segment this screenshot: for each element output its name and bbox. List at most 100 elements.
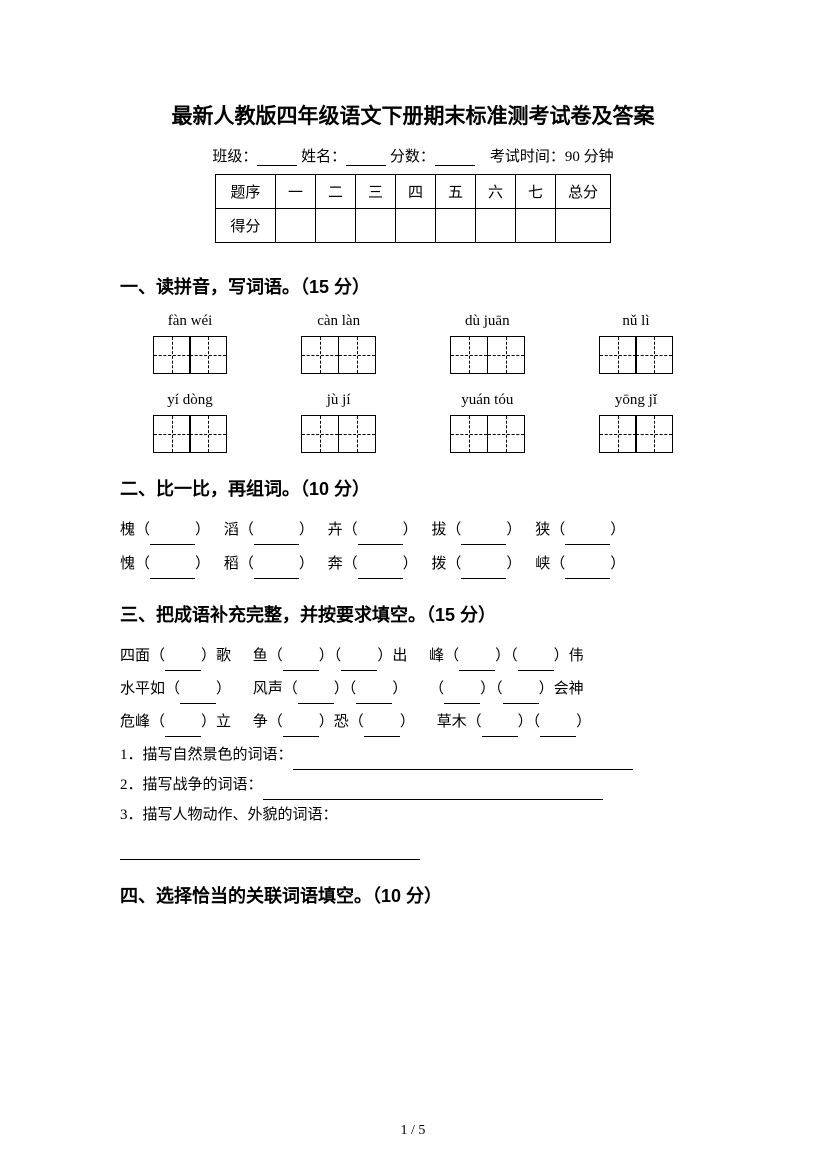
pinyin-label: yuán tóu (461, 392, 513, 409)
char: 拔 (431, 522, 446, 538)
char-box[interactable] (450, 415, 525, 453)
compare-row-1: 槐（） 滔（） 卉（） 拔（） 狭（） (120, 515, 706, 545)
pinyin-label: nǔ lì (622, 313, 649, 330)
fill-blank[interactable] (482, 722, 518, 737)
char: 滔 (224, 522, 239, 538)
score-cell[interactable] (395, 209, 435, 243)
question-label: 3．描写人物动作、外貌的词语： (120, 807, 338, 823)
text: 危峰（ (120, 714, 165, 730)
text: ）出 (377, 648, 407, 664)
char-box[interactable] (153, 336, 228, 374)
fill-blank[interactable] (180, 689, 216, 704)
fill-blank[interactable] (358, 530, 403, 545)
text: ）（ (518, 714, 541, 730)
text: ）歌 (201, 648, 231, 664)
col-cell: 二 (315, 175, 355, 209)
col-cell: 六 (476, 175, 516, 209)
idiom-line-1: 四面（）歌 鱼（）（）出 峰（）（）伟 (120, 641, 706, 671)
fill-blank[interactable] (254, 530, 299, 545)
char-box[interactable] (153, 415, 228, 453)
idiom-line-3: 危峰（）立 争（）恐（） 草木（）（） (120, 707, 706, 737)
page-title: 最新人教版四年级语文下册期末标准测考试卷及答案 (120, 100, 706, 130)
score-cell[interactable] (275, 209, 315, 243)
char: 拨 (431, 556, 446, 572)
char-box[interactable] (301, 336, 376, 374)
char: 愧 (120, 556, 135, 572)
fill-blank[interactable] (503, 689, 539, 704)
header-cell: 题序 (215, 175, 275, 209)
col-cell: 一 (275, 175, 315, 209)
pinyin-label: jù jí (327, 392, 351, 409)
score-cell[interactable] (476, 209, 516, 243)
section2-heading: 二、比一比，再组词。（10 分） (120, 475, 706, 501)
section1-heading: 一、读拼音，写词语。（15 分） (120, 273, 706, 299)
text: ）（ (319, 648, 342, 664)
fill-blank[interactable] (459, 656, 495, 671)
fill-blank[interactable] (150, 530, 195, 545)
name-blank[interactable] (346, 165, 386, 166)
pinyin-item: fàn wéi (130, 313, 250, 374)
char: 狭 (535, 522, 550, 538)
text: ）伟 (554, 648, 584, 664)
char-box[interactable] (450, 336, 525, 374)
table-row: 题序 一 二 三 四 五 六 七 总分 (215, 175, 610, 209)
question-label: 1．描写自然景色的词语： (120, 747, 293, 763)
fill-blank[interactable] (341, 656, 377, 671)
fill-blank[interactable] (263, 785, 603, 800)
fill-blank[interactable] (358, 564, 403, 579)
text: ）（ (480, 681, 503, 697)
text: 水平如（ (120, 681, 180, 697)
fill-blank[interactable] (254, 564, 299, 579)
fill-blank[interactable] (293, 755, 633, 770)
score-cell[interactable] (436, 209, 476, 243)
compare-row-2: 愧（） 稻（） 奔（） 拨（） 峡（） (120, 549, 706, 579)
fill-blank[interactable] (540, 722, 576, 737)
pinyin-item: càn làn (279, 313, 399, 374)
pinyin-item: yí dòng (130, 392, 250, 453)
table-row: 得分 (215, 209, 610, 243)
score-table: 题序 一 二 三 四 五 六 七 总分 得分 (215, 174, 611, 243)
char-box[interactable] (301, 415, 376, 453)
fill-blank[interactable] (165, 722, 201, 737)
fill-blank[interactable] (461, 530, 506, 545)
text: ） (576, 714, 591, 730)
pinyin-label: dù juān (465, 313, 510, 330)
fill-blank[interactable] (120, 845, 420, 860)
text: 争（ (253, 714, 283, 730)
fill-blank[interactable] (518, 656, 554, 671)
score-cell[interactable] (516, 209, 556, 243)
fill-blank[interactable] (565, 530, 610, 545)
char: 槐 (120, 522, 135, 538)
question-label: 2．描写战争的词语： (120, 777, 263, 793)
fill-blank[interactable] (444, 689, 480, 704)
char: 奔 (328, 556, 343, 572)
score-blank[interactable] (435, 165, 475, 166)
fill-blank[interactable] (283, 722, 319, 737)
char-box[interactable] (599, 415, 674, 453)
fill-blank[interactable] (165, 656, 201, 671)
fill-blank[interactable] (364, 722, 400, 737)
fill-blank[interactable] (150, 564, 195, 579)
idiom-line-2: 水平如（） 风声（）（） （）（）会神 (120, 674, 706, 704)
class-blank[interactable] (257, 165, 297, 166)
score-cell[interactable] (355, 209, 395, 243)
score-cell[interactable] (315, 209, 355, 243)
fill-blank[interactable] (565, 564, 610, 579)
fill-blank[interactable] (356, 689, 392, 704)
char: 卉 (328, 522, 343, 538)
col-cell: 七 (516, 175, 556, 209)
fill-blank[interactable] (283, 656, 319, 671)
time-label: 考试时间：90 分钟 (490, 149, 614, 165)
text: ） (400, 714, 415, 730)
text: 鱼（ (253, 648, 283, 664)
fill-blank[interactable] (298, 689, 334, 704)
char-box[interactable] (599, 336, 674, 374)
class-label: 班级： (212, 149, 257, 165)
text: （ (429, 681, 444, 697)
text: ）立 (201, 714, 231, 730)
col-cell: 三 (355, 175, 395, 209)
fill-blank[interactable] (461, 564, 506, 579)
pinyin-item: jù jí (279, 392, 399, 453)
text: ）（ (334, 681, 357, 697)
score-cell[interactable] (556, 209, 611, 243)
